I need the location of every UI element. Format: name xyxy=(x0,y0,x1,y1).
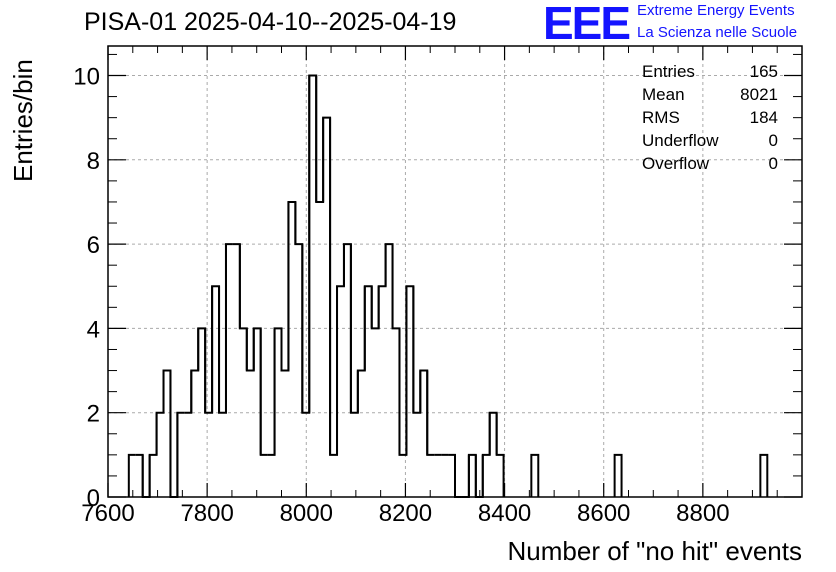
histogram-bin xyxy=(448,453,456,497)
y-tick-label: 6 xyxy=(87,232,100,259)
histogram-bin xyxy=(467,453,477,497)
chart-title: PISA-01 2025-04-10--2025-04-19 xyxy=(84,8,457,36)
y-tick-label: 2 xyxy=(87,401,100,428)
histogram-bin xyxy=(384,243,394,329)
histogram-bin xyxy=(613,453,623,497)
histogram-bin xyxy=(190,328,200,413)
histogram-bin xyxy=(426,370,435,456)
logo-tagline-2: La Scienza nelle Scuole xyxy=(637,24,798,41)
x-tick-label: 8600 xyxy=(577,500,630,527)
histogram-bin xyxy=(204,286,214,414)
y-tick-label: 10 xyxy=(73,64,100,91)
stat-row-rms: RMS 184 xyxy=(642,106,778,129)
stat-label: Mean xyxy=(642,85,685,104)
stat-row-entries: Entries 165 xyxy=(642,60,778,83)
stat-value: 0 xyxy=(768,131,778,150)
x-tick-label: 8000 xyxy=(280,500,333,527)
eee-logo-mark: EEE xyxy=(543,0,631,49)
histogram-bin xyxy=(148,412,158,497)
histogram-bin xyxy=(356,286,366,413)
stats-box: Entries 165 Mean 8021 RMS 184 Underflow … xyxy=(642,60,778,175)
histogram-bin xyxy=(197,327,207,413)
histogram-bin xyxy=(259,328,268,456)
histogram-bin xyxy=(377,244,387,329)
histogram-bin xyxy=(412,286,422,414)
stat-label: Entries xyxy=(642,62,695,81)
histogram-bin xyxy=(329,117,339,456)
histogram-bin xyxy=(127,453,136,497)
histogram-bin xyxy=(273,327,283,455)
histogram-bin xyxy=(169,370,179,498)
stat-value: 184 xyxy=(749,108,778,127)
x-tick-label: 8400 xyxy=(478,500,531,527)
histogram-bin xyxy=(232,243,241,329)
stat-label: RMS xyxy=(642,108,680,127)
histogram-bin xyxy=(162,369,172,497)
stat-label: Underflow xyxy=(642,131,719,150)
histogram-bin xyxy=(336,244,345,455)
histogram-bin xyxy=(530,453,540,497)
stat-row-mean: Mean 8021 xyxy=(642,83,778,106)
histogram-bin xyxy=(759,453,769,497)
stat-label: Overflow xyxy=(642,154,710,173)
y-tick-label: 0 xyxy=(87,485,100,512)
histogram-bin xyxy=(461,454,470,498)
histogram-bin xyxy=(184,370,193,414)
histogram-bin xyxy=(391,244,401,455)
histogram-bin xyxy=(252,327,262,455)
histogram-bin xyxy=(315,75,325,203)
histogram-bin xyxy=(155,370,165,455)
x-axis-label: Number of "no hit" events xyxy=(507,536,803,566)
histogram-bin xyxy=(322,116,332,455)
histogram-bin xyxy=(280,201,290,372)
histogram-bin xyxy=(135,453,144,497)
histogram-bin xyxy=(287,200,297,371)
plot-frame xyxy=(107,45,803,498)
logo-tagline-1: Extreme Energy Events xyxy=(637,2,795,19)
tick-labels: 7600 7800 8000 8200 8400 8600 8800 0 2 4 6 8 10 xyxy=(73,64,729,527)
stat-value: 8021 xyxy=(740,85,778,104)
stat-row-underflow: Underflow 0 xyxy=(642,129,778,152)
histogram-bin xyxy=(495,412,505,497)
histogram-bin xyxy=(481,412,491,497)
histogram-bin xyxy=(488,411,498,455)
histogram-bin xyxy=(454,454,462,498)
x-tick-label: 8800 xyxy=(676,500,729,527)
histogram-bin xyxy=(405,285,415,455)
y-axis-label: Entries/bin xyxy=(8,59,38,182)
y-tick-label: 8 xyxy=(87,148,100,175)
histogram-bin xyxy=(294,201,304,413)
histogram-bin xyxy=(141,454,151,498)
histogram-bin xyxy=(176,411,185,497)
stat-row-overflow: Overflow 0 xyxy=(642,152,778,175)
histogram-bin xyxy=(370,286,380,330)
stat-value: 165 xyxy=(749,62,778,81)
y-tick-label: 4 xyxy=(87,316,100,343)
x-tick-label: 7600 xyxy=(81,500,134,527)
histogram-bin xyxy=(245,328,255,372)
histogram-bin xyxy=(211,285,221,413)
histogram-bin xyxy=(224,243,233,413)
histogram-bin xyxy=(267,328,276,456)
x-tick-label: 7800 xyxy=(180,500,233,527)
stat-value: 0 xyxy=(768,154,778,173)
x-tick-label: 8200 xyxy=(379,500,432,527)
histogram-bin xyxy=(238,244,248,371)
